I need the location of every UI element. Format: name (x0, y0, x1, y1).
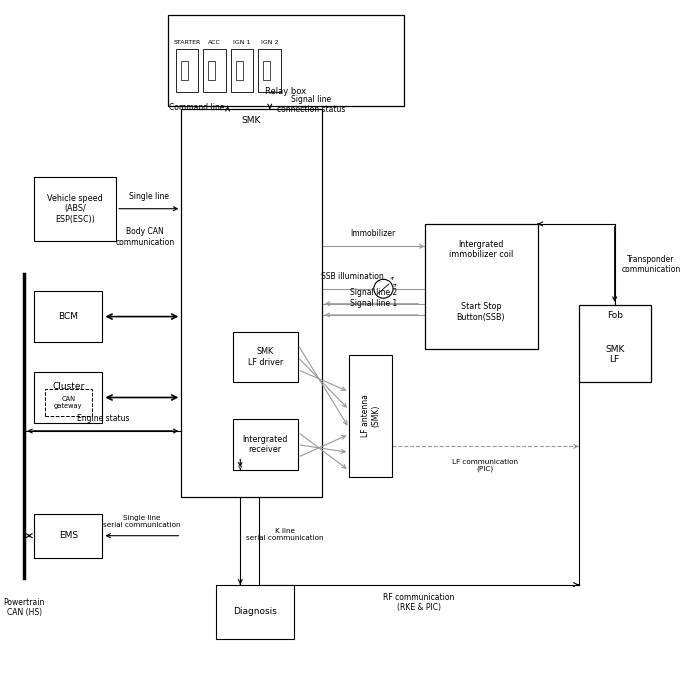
Bar (203, 49, 226, 92)
Bar (176, 49, 198, 92)
Bar (230, 49, 253, 92)
Bar (34, 372, 102, 422)
Bar (579, 305, 650, 383)
Bar (181, 109, 322, 497)
Text: SMK
LF driver: SMK LF driver (248, 347, 283, 367)
Bar (232, 420, 298, 470)
Bar (208, 61, 216, 81)
Text: Cluster: Cluster (52, 382, 84, 391)
Text: Single line: Single line (129, 192, 169, 200)
Bar (232, 332, 298, 383)
Text: SSB illumination: SSB illumination (321, 271, 384, 281)
Text: SMK
LF: SMK LF (605, 345, 624, 364)
Text: Body CAN
communication: Body CAN communication (116, 227, 174, 247)
Text: Engine status: Engine status (76, 414, 129, 423)
Bar (236, 61, 243, 81)
Text: K line
serial communication: K line serial communication (246, 527, 323, 540)
Text: Signal line 1: Signal line 1 (349, 299, 397, 308)
Text: IGN 2: IGN 2 (260, 39, 278, 45)
Bar (181, 61, 188, 81)
Text: RF communication
(RKE & PIC): RF communication (RKE & PIC) (383, 592, 454, 612)
Text: ACC: ACC (208, 39, 221, 45)
Text: Signal line
connection status: Signal line connection status (276, 95, 345, 114)
Text: BCM: BCM (58, 312, 78, 321)
Text: Intergrated
receiver: Intergrated receiver (242, 435, 288, 454)
Bar (349, 355, 391, 477)
Text: Relay box: Relay box (265, 87, 307, 95)
Text: CAN
gateway: CAN gateway (54, 396, 83, 409)
Text: Transponder
communication: Transponder communication (622, 255, 681, 274)
Text: Start Stop
Button(SSB): Start Stop Button(SSB) (456, 302, 505, 322)
Bar (45, 389, 92, 416)
Bar (216, 585, 294, 638)
Bar (34, 514, 102, 558)
Text: EMS: EMS (59, 531, 78, 540)
Text: LF communication
(PIC): LF communication (PIC) (452, 458, 518, 472)
Bar (34, 177, 116, 241)
Text: Intergrated
immobilizer coil: Intergrated immobilizer coil (449, 240, 513, 259)
Text: Fob: Fob (607, 311, 623, 320)
Bar (424, 224, 538, 349)
Bar (263, 61, 270, 81)
Text: Signal line 2: Signal line 2 (349, 288, 397, 297)
Text: SMK: SMK (241, 116, 261, 125)
Bar (167, 15, 404, 106)
Text: STARTER: STARTER (174, 39, 201, 45)
Text: Powertrain
CAN (HS): Powertrain CAN (HS) (4, 598, 45, 617)
Bar (258, 49, 281, 92)
Text: Vehicle speed
(ABS/
ESP(ESC)): Vehicle speed (ABS/ ESP(ESC)) (47, 194, 103, 223)
Text: Immobilizer: Immobilizer (351, 230, 395, 238)
Bar (34, 291, 102, 342)
Text: Single line
serial communication: Single line serial communication (103, 515, 181, 527)
Text: Diagnosis: Diagnosis (233, 607, 277, 616)
Text: LF antenna
(SMK): LF antenna (SMK) (360, 395, 380, 437)
Text: Command line: Command line (169, 103, 224, 112)
Text: IGN 1: IGN 1 (233, 39, 251, 45)
